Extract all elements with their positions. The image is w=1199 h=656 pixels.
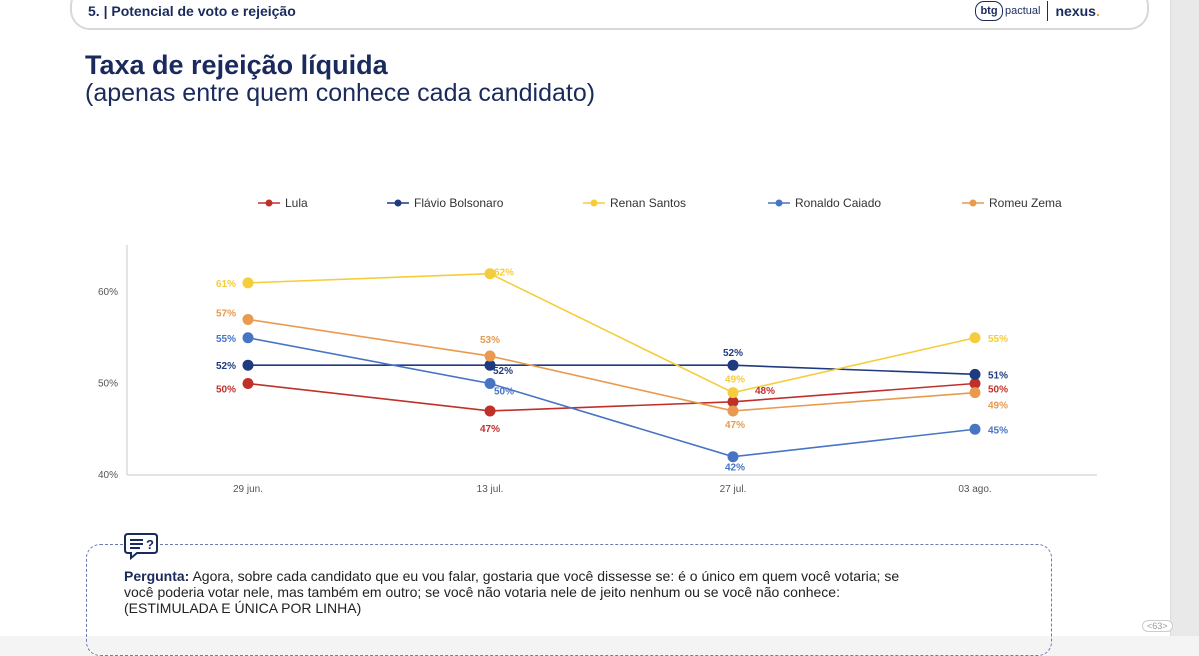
series-line-romeu-zema [247, 318, 976, 412]
axis-ticks: 40% 50% 60% 29 jun. 13 jul. 27 jul. 03 ago. [98, 287, 992, 495]
question-chat-icon: ? [124, 531, 160, 561]
legend-swatch [962, 199, 984, 207]
legend-label: Flávio Bolsonaro [414, 196, 504, 210]
page-title: Taxa de rejeição líquida [85, 50, 388, 80]
line-chart: 40% 50% 60% 29 jun. 13 jul. 27 jul. 03 ago. 50… [98, 245, 1097, 495]
data-point-flavio-bolsonaro [242, 359, 254, 371]
data-point-romeu-zema [242, 313, 254, 325]
series-line-ronaldo-caiado [247, 336, 976, 458]
data-point-lula [969, 378, 981, 389]
nexus-logo-dot: . [1095, 3, 1100, 19]
data-label-romeu-zema: 47% [725, 420, 745, 431]
logos: btg pactual nexus. [975, 0, 1100, 22]
data-label-flavio-bolsonaro: 52% [216, 361, 236, 372]
data-label-romeu-zema: 49% [988, 401, 1008, 412]
btg-logo-word: pactual [1005, 5, 1041, 17]
series-line-renan-santos [247, 272, 976, 394]
data-point-renan-santos [484, 268, 496, 280]
data-point-renan-santos [727, 387, 739, 399]
data-point-flavio-bolsonaro [484, 359, 496, 371]
x-tick-label: 13 jul. [477, 484, 504, 495]
page-subtitle: (apenas entre quem conhece cada candidat… [85, 79, 596, 107]
data-label-flavio-bolsonaro: 52% [493, 366, 513, 377]
data-point-lula [727, 396, 739, 408]
legend-label: Renan Santos [610, 196, 687, 210]
chart-legend: Lula Flávio Bolsonaro Renan Santos Ronaldo … [0, 196, 1170, 214]
data-label-romeu-zema: 53% [480, 335, 500, 346]
data-point-ronaldo-caiado [484, 378, 496, 389]
data-label-lula: 50% [216, 385, 236, 396]
series-line-flavio-bolsonaro [248, 364, 976, 376]
data-label-renan-santos: 61% [216, 279, 236, 290]
page-number: <63> [1142, 620, 1173, 632]
btg-logo-mark: btg [975, 1, 1003, 21]
question-note: (ESTIMULADA E ÚNICA POR LINHA) [124, 600, 362, 616]
data-label-lula: 48% [755, 386, 775, 397]
data-label-romeu-zema: 57% [216, 308, 236, 319]
data-point-ronaldo-caiado [242, 332, 254, 344]
data-label-flavio-bolsonaro: 52% [723, 348, 743, 359]
legend-swatch [258, 199, 280, 207]
data-label-ronaldo-caiado: 50% [494, 387, 514, 398]
legend-swatch [387, 199, 409, 207]
y-tick-label: 60% [98, 287, 118, 298]
section-label: 5. | Potencial de voto e rejeição [88, 3, 296, 19]
data-point-romeu-zema [484, 350, 496, 362]
legend-item-romeu-zema: Romeu Zema [962, 196, 1062, 210]
data-point-ronaldo-caiado [969, 423, 981, 435]
svg-text:?: ? [146, 537, 154, 552]
legend-label: Ronaldo Caiado [795, 196, 882, 210]
x-tick-label: 29 jun. [233, 484, 263, 495]
legend-item-lula: Lula [258, 196, 308, 210]
data-point-ronaldo-caiado [727, 451, 739, 463]
data-label-lula: 47% [480, 424, 500, 435]
data-point-lula [242, 378, 254, 389]
legend-label: Lula [285, 196, 308, 210]
data-point-lula [484, 405, 496, 417]
x-tick-label: 03 ago. [958, 484, 991, 495]
data-label-ronaldo-caiado: 55% [216, 334, 236, 345]
data-point-renan-santos [242, 277, 254, 289]
data-label-ronaldo-caiado: 45% [988, 425, 1008, 436]
slide: 5. | Potencial de voto e rejeição btg pa… [0, 0, 1170, 656]
logo-separator [1047, 1, 1049, 21]
data-label-renan-santos: 55% [988, 334, 1008, 345]
y-tick-label: 40% [98, 470, 118, 481]
header-bar [70, 0, 1149, 30]
data-point-renan-santos [969, 332, 981, 344]
data-point-romeu-zema [727, 405, 739, 417]
legend-label: Romeu Zema [989, 196, 1062, 210]
legend-item-flavio-bolsonaro: Flávio Bolsonaro [387, 196, 503, 210]
legend-swatch [768, 199, 790, 207]
chart-data-labels: 50% 47% 48% 50% 52% 52% 52% 51% 61% 62% 49% 55% 55% 5… [216, 268, 1008, 474]
question-body: Agora, sobre cada candidato que eu vou f… [124, 568, 900, 600]
data-label-flavio-bolsonaro: 51% [988, 370, 1008, 381]
chart-series [242, 268, 981, 463]
question-text: Pergunta: Agora, sobre cada candidato qu… [124, 568, 924, 616]
legend-item-renan-santos: Renan Santos [583, 196, 686, 210]
legend-swatch [583, 199, 605, 207]
y-tick-label: 50% [98, 379, 118, 390]
side-strip [1170, 0, 1199, 636]
data-label-ronaldo-caiado: 42% [725, 463, 745, 474]
legend-item-ronaldo-caiado: Ronaldo Caiado [768, 196, 881, 210]
data-label-lula: 50% [988, 385, 1008, 396]
data-point-flavio-bolsonaro [969, 368, 981, 380]
nexus-logo: nexus [1055, 3, 1096, 19]
data-label-renan-santos: 62% [494, 268, 514, 279]
series-line-lula [247, 382, 976, 412]
data-point-flavio-bolsonaro [727, 359, 739, 371]
x-tick-label: 27 jul. [720, 484, 747, 495]
data-point-romeu-zema [969, 387, 981, 399]
question-label: Pergunta: [124, 568, 190, 584]
data-label-renan-santos: 49% [725, 375, 745, 386]
